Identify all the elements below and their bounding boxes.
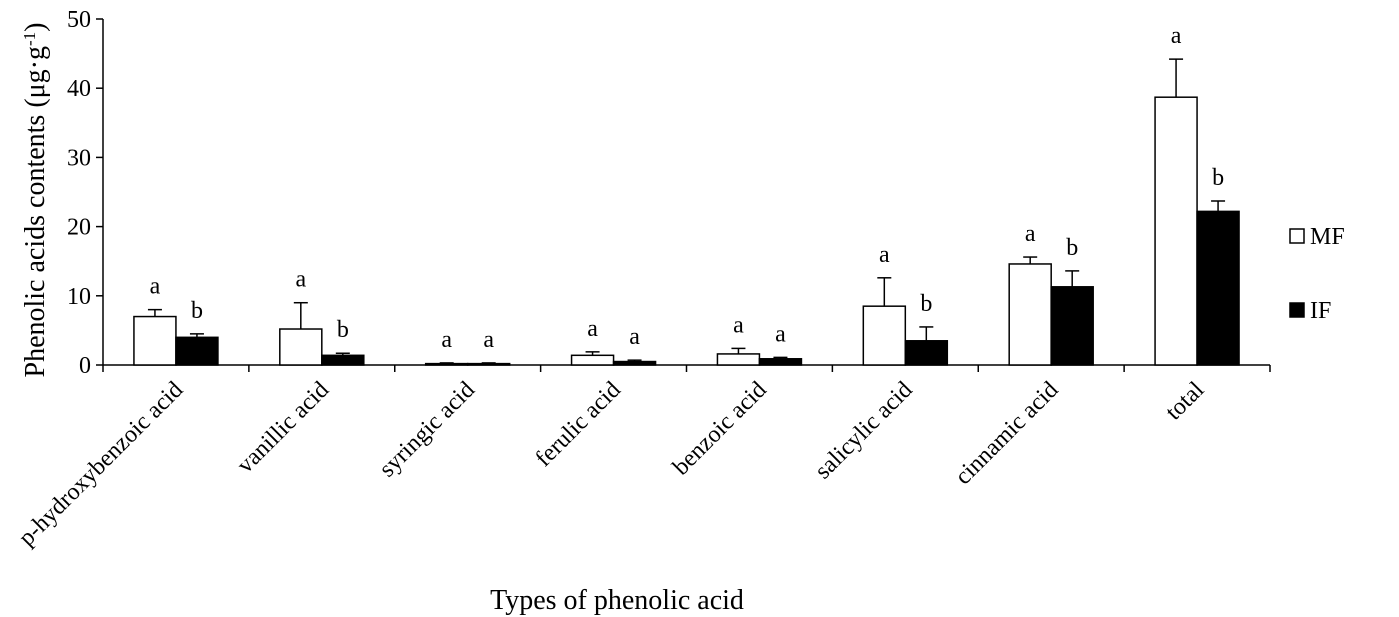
significance-letter: a	[733, 312, 744, 338]
y-tick-label: 20	[67, 215, 91, 241]
bar-if	[1050, 286, 1094, 366]
significance-letter: a	[1025, 221, 1036, 247]
bar-mf	[133, 315, 177, 366]
significance-letter: a	[879, 242, 890, 268]
bar-if	[612, 360, 657, 366]
legend-swatch-if	[1289, 302, 1305, 318]
bar-mf	[570, 354, 615, 366]
bar-mf	[1008, 263, 1052, 366]
significance-letter: a	[295, 267, 306, 293]
significance-letter: a	[441, 327, 452, 353]
x-category-label: ferulic acid	[531, 377, 626, 472]
significance-letters: a b a b a a a a a a a b a b a b	[150, 23, 1224, 353]
y-tick-label: 0	[79, 353, 91, 379]
bar-mf	[862, 305, 907, 366]
y-ticks: 0 10 20 30 40 50	[67, 7, 1271, 379]
y-axis-title: Phenolic acids contents (μg·g-1)	[20, 23, 52, 378]
bar-mf	[1154, 96, 1198, 366]
y-axis-title-sup: -1	[20, 32, 39, 46]
y-tick-label: 10	[67, 284, 91, 310]
y-tick-label: 40	[67, 76, 91, 102]
x-category-label: syringic acid	[374, 377, 480, 483]
bar-mf	[424, 362, 469, 366]
y-tick-label: 50	[67, 7, 91, 33]
significance-letter: b	[1066, 235, 1078, 261]
significance-letter: b	[337, 317, 349, 343]
legend-label-if: IF	[1310, 298, 1331, 324]
bars	[133, 96, 1240, 366]
x-category-label: p-hydroxybenzoic acid	[14, 377, 188, 551]
significance-letter: b	[920, 291, 932, 317]
x-category-label: total	[1161, 377, 1210, 426]
category-labels: p-hydroxybenzoic acid vanillic acid syring…	[14, 377, 1210, 552]
bar-mf	[716, 353, 761, 366]
bar-mf	[279, 328, 323, 366]
axes	[102, 19, 1270, 366]
bar-if	[904, 340, 949, 366]
x-category-label: salicylic acid	[810, 377, 917, 484]
significance-letter: a	[587, 316, 598, 342]
bar-if	[175, 336, 219, 366]
legend-swatch-mf	[1289, 228, 1305, 244]
significance-letter: b	[1212, 165, 1224, 191]
x-axis-title: Types of phenolic acid	[490, 585, 744, 616]
legend: MF IF	[1289, 224, 1345, 324]
bar-if	[758, 358, 803, 366]
significance-letter: a	[629, 324, 640, 350]
y-tick-label: 30	[67, 145, 91, 171]
bar-if	[466, 362, 511, 366]
y-axis-title-main: Phenolic acids contents (μg·g	[20, 46, 51, 378]
x-category-label: cinnamic acid	[950, 377, 1063, 490]
legend-label-mf: MF	[1310, 224, 1345, 250]
y-axis-title-close: )	[20, 23, 51, 32]
bar-if	[321, 354, 365, 366]
significance-letter: a	[1171, 23, 1182, 49]
significance-letter: a	[483, 327, 494, 353]
significance-letter: b	[191, 298, 203, 324]
bar-if	[1196, 210, 1240, 366]
significance-letter: a	[775, 321, 786, 347]
x-category-label: vanillic acid	[232, 377, 334, 479]
x-category-label: benzoic acid	[668, 377, 772, 481]
significance-letter: a	[150, 274, 161, 300]
error-bars	[147, 58, 1226, 364]
